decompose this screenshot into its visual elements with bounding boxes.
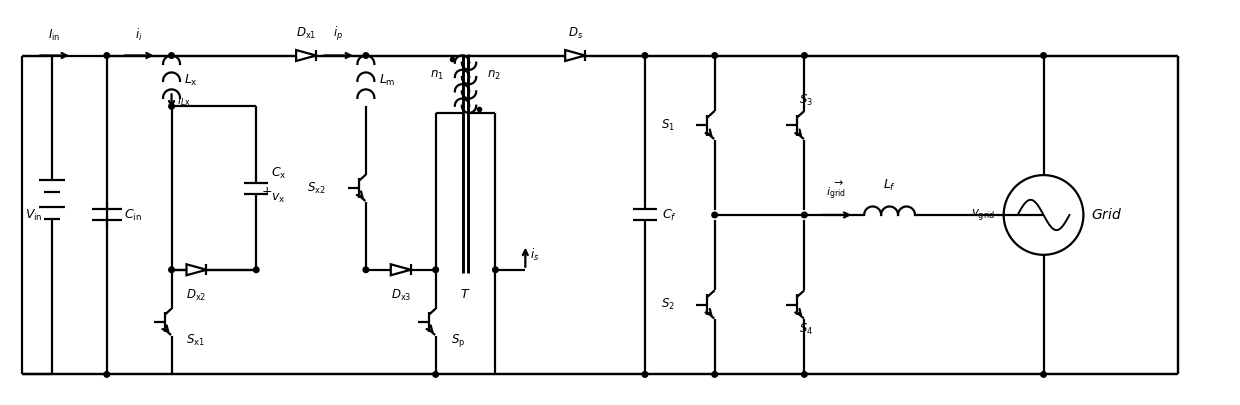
Text: $D_s$: $D_s$ <box>568 26 583 40</box>
Text: $S_{\rm x1}$: $S_{\rm x1}$ <box>186 333 206 347</box>
Text: $L_f$: $L_f$ <box>883 178 897 193</box>
Circle shape <box>712 372 718 377</box>
Circle shape <box>433 372 439 377</box>
Text: $L_{\rm x}$: $L_{\rm x}$ <box>185 73 198 88</box>
Polygon shape <box>186 264 206 275</box>
Text: $C_{\rm x}$: $C_{\rm x}$ <box>272 166 286 181</box>
Circle shape <box>104 53 109 58</box>
Text: $S_1$: $S_1$ <box>661 118 675 133</box>
Circle shape <box>169 104 175 109</box>
Circle shape <box>801 53 807 58</box>
Circle shape <box>363 53 368 58</box>
Circle shape <box>1040 53 1047 58</box>
Text: $C_{\rm in}$: $C_{\rm in}$ <box>124 207 141 222</box>
Circle shape <box>642 372 647 377</box>
Circle shape <box>104 372 109 377</box>
Circle shape <box>712 53 718 58</box>
Circle shape <box>433 267 439 273</box>
Text: $I_{\rm in}$: $I_{\rm in}$ <box>48 28 60 43</box>
Text: $v_{\rm grid}$: $v_{\rm grid}$ <box>971 207 996 222</box>
Text: $T$: $T$ <box>460 288 471 301</box>
Text: $S_2$: $S_2$ <box>661 297 675 312</box>
Text: $v_{\rm x}$: $v_{\rm x}$ <box>272 192 285 205</box>
Polygon shape <box>391 264 410 275</box>
Circle shape <box>169 53 175 58</box>
Text: $D_{\rm x1}$: $D_{\rm x1}$ <box>296 26 316 40</box>
Text: $+$: $+$ <box>262 185 273 198</box>
Circle shape <box>1040 372 1047 377</box>
Text: $i_{L{\rm x}}$: $i_{L{\rm x}}$ <box>176 94 190 108</box>
Text: $L_{\rm m}$: $L_{\rm m}$ <box>379 73 396 88</box>
Text: $n_1$: $n_1$ <box>430 69 444 82</box>
Circle shape <box>642 53 647 58</box>
Text: $S_{\rm x2}$: $S_{\rm x2}$ <box>308 181 326 196</box>
Polygon shape <box>296 50 316 61</box>
Text: $\overrightarrow{i_{\rm grid}}$: $\overrightarrow{i_{\rm grid}}$ <box>826 179 846 202</box>
Circle shape <box>712 212 718 218</box>
Text: $D_{\rm x3}$: $D_{\rm x3}$ <box>391 288 410 303</box>
Text: $n_2$: $n_2$ <box>487 69 501 82</box>
Circle shape <box>169 267 175 273</box>
Text: $D_{\rm x2}$: $D_{\rm x2}$ <box>186 288 207 303</box>
Text: $i_p$: $i_p$ <box>332 25 343 43</box>
Text: $S_{\rm p}$: $S_{\rm p}$ <box>450 332 465 349</box>
Circle shape <box>492 267 498 273</box>
Text: $V_{\rm in}$: $V_{\rm in}$ <box>25 207 42 222</box>
Polygon shape <box>565 50 585 61</box>
Circle shape <box>801 372 807 377</box>
Text: $i_s$: $i_s$ <box>531 247 539 263</box>
Text: $S_4$: $S_4$ <box>800 322 813 337</box>
Text: $Grid$: $Grid$ <box>1091 207 1122 222</box>
Circle shape <box>253 267 259 273</box>
Text: $S_3$: $S_3$ <box>800 93 813 108</box>
Circle shape <box>801 212 807 218</box>
Text: $C_f$: $C_f$ <box>662 207 677 222</box>
Circle shape <box>363 267 368 273</box>
Text: $i_i$: $i_i$ <box>135 26 143 43</box>
